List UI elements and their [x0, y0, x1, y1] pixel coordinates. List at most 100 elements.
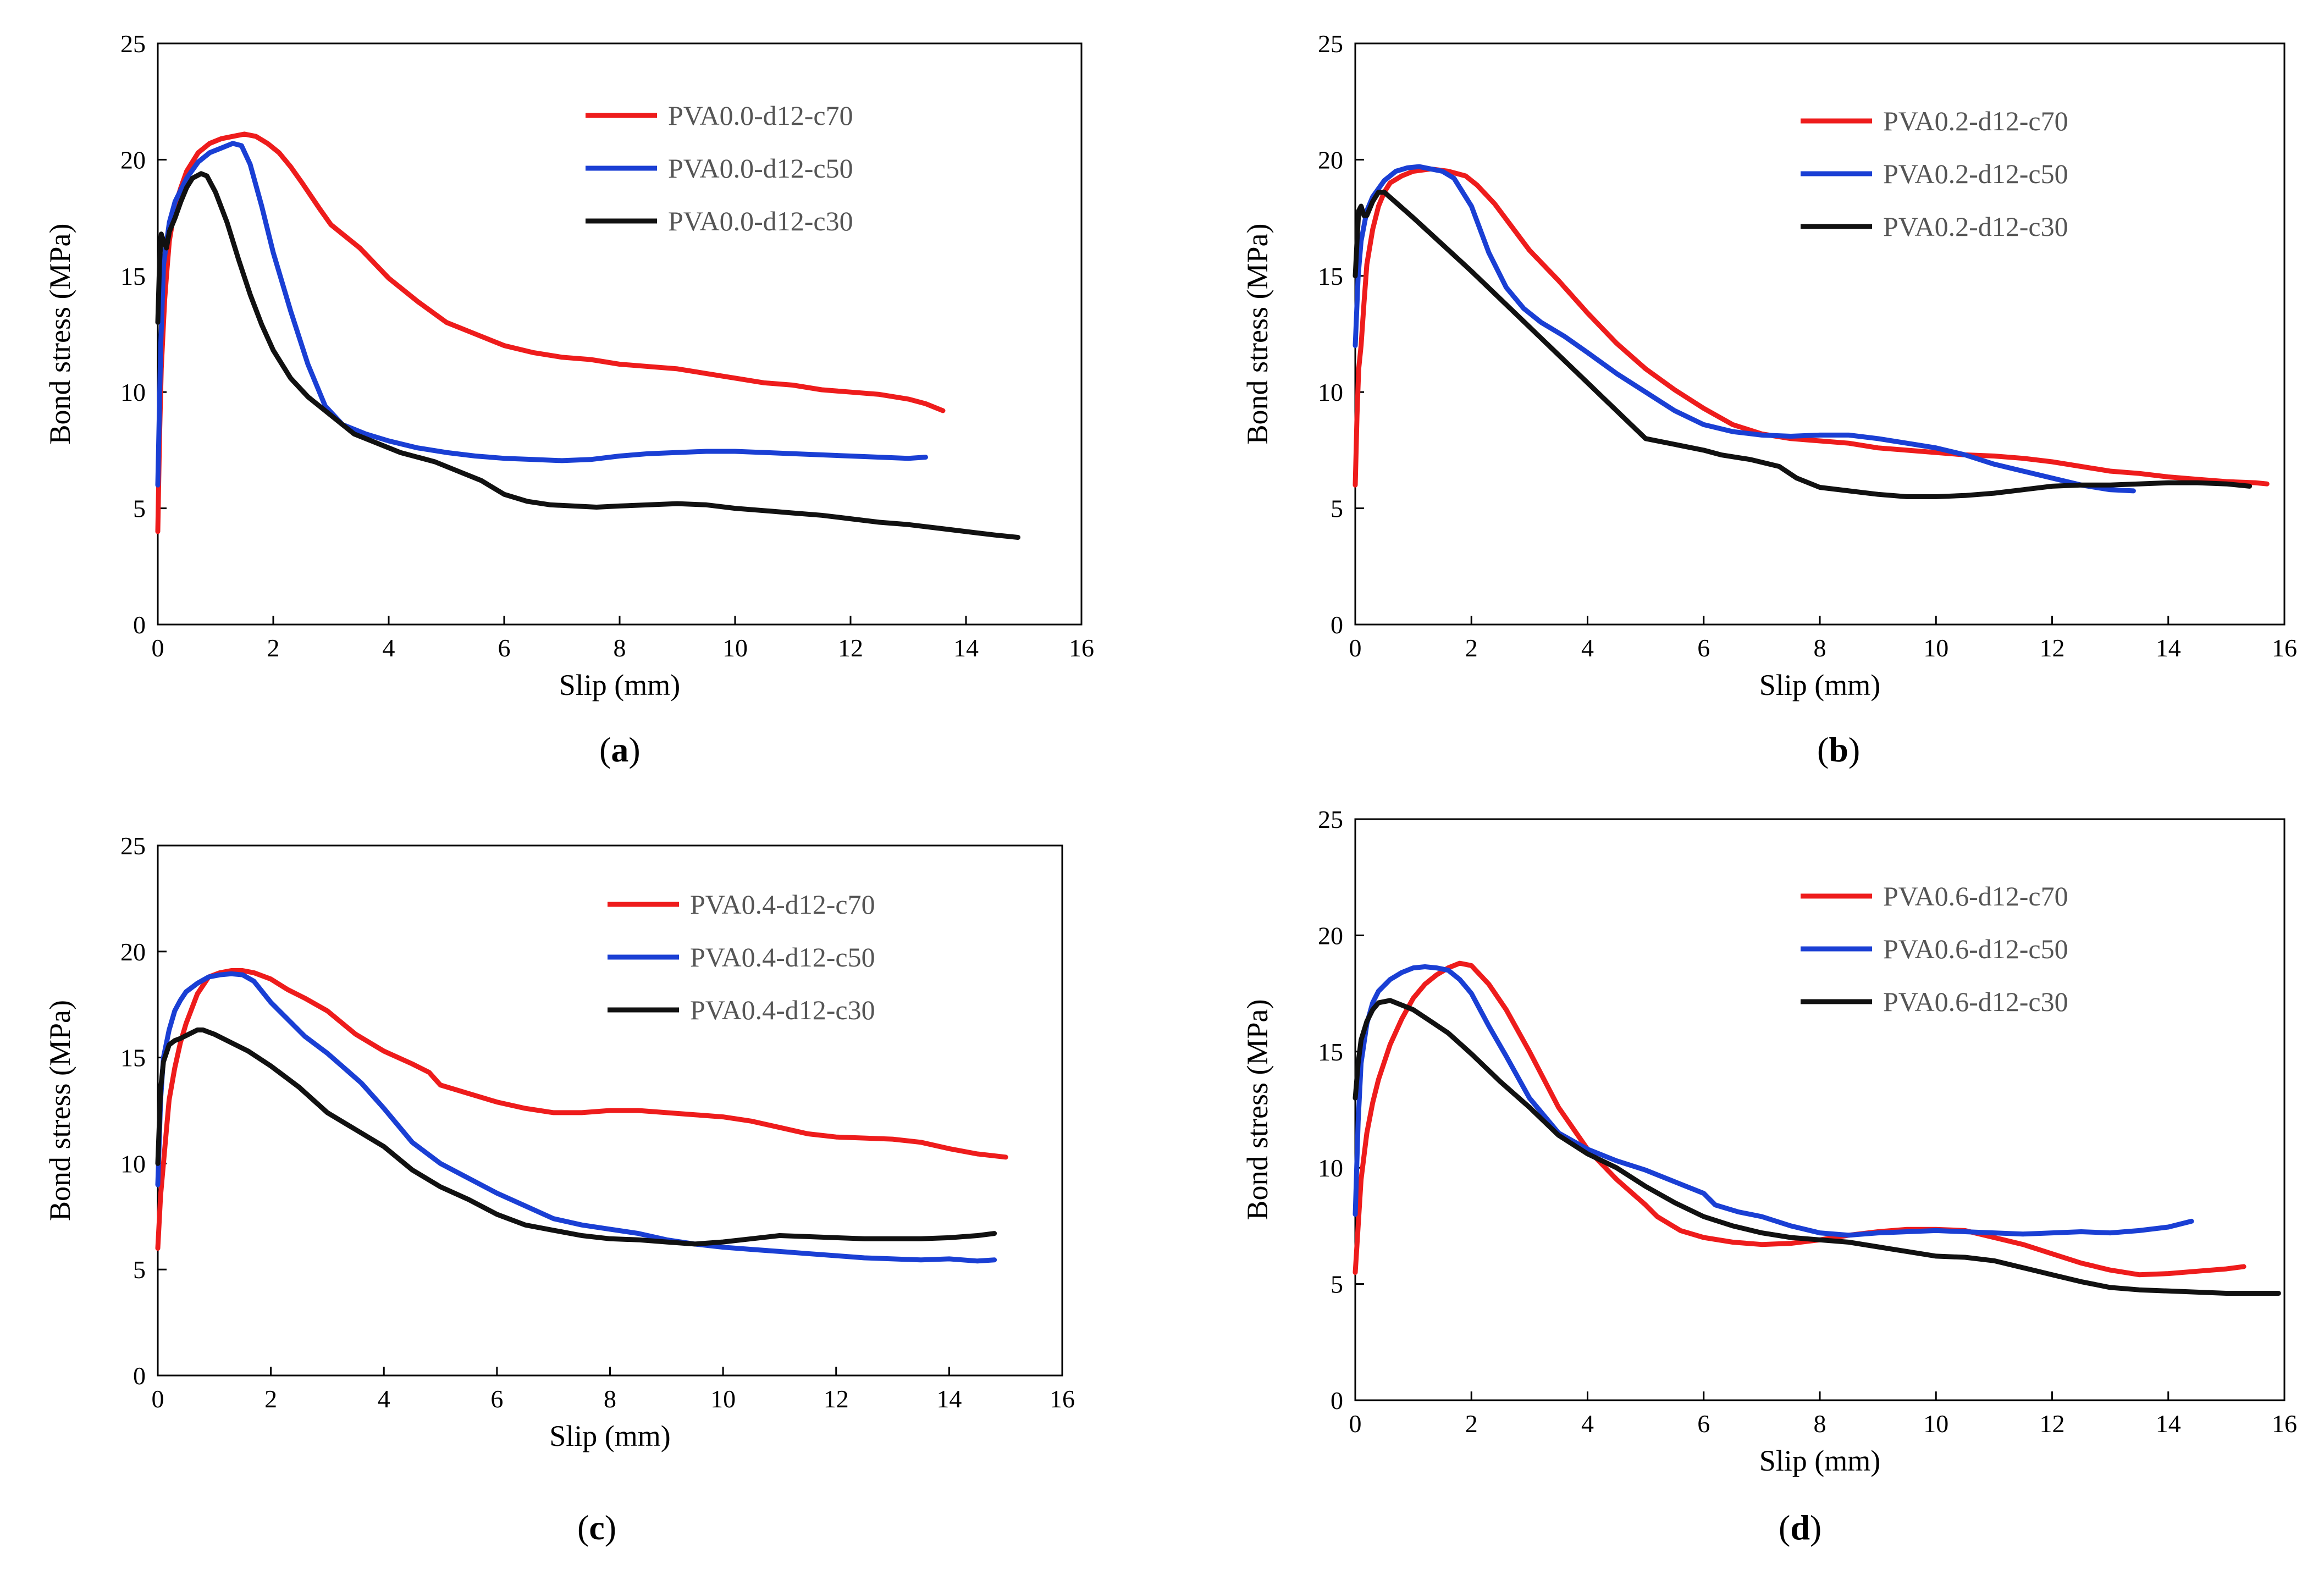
y-tick-label: 20: [120, 146, 146, 174]
x-tick-label: 2: [1465, 634, 1478, 662]
x-tick-label: 6: [498, 634, 511, 662]
y-tick-label: 10: [1318, 1154, 1343, 1182]
legend-entry: PVA0.0-d12-c70: [668, 100, 853, 131]
y-tick-label: 5: [1331, 1270, 1343, 1299]
legend-entry: PVA0.4-d12-c30: [690, 995, 875, 1025]
x-tick-label: 4: [378, 1385, 390, 1413]
y-tick-label: 20: [120, 938, 146, 966]
panel-label: (a): [599, 730, 641, 769]
chart-panel-c: 0 2 4 6 8 10 12 14 16 0 5 10 15 20 25 Slip (mm) Bond str…: [43, 832, 1075, 1547]
x-tick-label: 2: [264, 1385, 277, 1413]
x-tick-label: 4: [383, 634, 395, 662]
x-tick-label: 4: [1581, 1410, 1594, 1438]
series-line-PVA0.2-d12-c50: [1353, 164, 2136, 494]
series-line-PVA0.0-d12-c50: [155, 141, 928, 488]
series-line-PVA0.0-d12-c30: [155, 171, 1020, 540]
x-axis-label: Slip (mm): [559, 669, 681, 701]
y-tick-label: 25: [1318, 30, 1343, 58]
y-tick-label: 5: [133, 495, 146, 523]
legend-entry: PVA0.6-d12-c70: [1883, 881, 2068, 911]
y-tick-label: 25: [120, 30, 146, 58]
legend-entry: PVA0.6-d12-c30: [1883, 986, 2068, 1017]
x-tick-label: 10: [1923, 634, 1948, 662]
x-tick-label: 10: [722, 634, 748, 662]
chart-panel-a: 0 2 4 6 8 10 12 14 16 0 5 10 15 20 25 Slip (mm) Bond str…: [43, 30, 1094, 769]
x-tick-label: 8: [1814, 1410, 1826, 1438]
series-line-PVA0.4-d12-c30: [155, 1027, 997, 1247]
legend-entry: PVA0.0-d12-c50: [668, 153, 853, 184]
legend-entry: PVA0.0-d12-c30: [668, 206, 853, 236]
x-tick-label: 0: [152, 634, 164, 662]
x-tick-label: 2: [1465, 1410, 1478, 1438]
y-tick-label: 15: [120, 1044, 146, 1072]
legend-entry: PVA0.4-d12-c50: [690, 942, 875, 973]
y-tick-label: 0: [1331, 1386, 1343, 1415]
x-tick-label: 0: [1349, 634, 1362, 662]
y-tick-label: 20: [1318, 146, 1343, 174]
series-line-PVA0.4-d12-c70: [155, 968, 1008, 1251]
x-tick-label: 0: [152, 1385, 164, 1413]
y-tick-label: 15: [1318, 1038, 1343, 1066]
x-axis-label: Slip (mm): [1759, 669, 1881, 701]
y-tick-label: 5: [1331, 495, 1343, 523]
series-line-PVA0.2-d12-c30: [1353, 190, 2253, 499]
panel-label: (d): [1779, 1508, 1821, 1547]
y-tick-label: 10: [120, 378, 146, 406]
y-tick-label: 15: [1318, 262, 1343, 290]
y-tick-label: 15: [120, 262, 146, 290]
x-tick-label: 2: [267, 634, 280, 662]
x-tick-label: 6: [1697, 1410, 1710, 1438]
x-tick-label: 0: [1349, 1410, 1362, 1438]
x-tick-label: 8: [614, 634, 626, 662]
series-line-PVA0.6-d12-c30: [1353, 998, 2281, 1296]
x-tick-label: 4: [1581, 634, 1594, 662]
x-tick-label: 14: [2156, 1410, 2181, 1438]
y-tick-label: 10: [1318, 378, 1343, 406]
legend-entry: PVA0.4-d12-c70: [690, 889, 875, 920]
series-line-PVA0.6-d12-c50: [1353, 964, 2194, 1238]
y-tick-label: 5: [133, 1256, 146, 1284]
y-tick-label: 0: [1331, 611, 1343, 639]
x-tick-label: 12: [824, 1385, 849, 1413]
x-tick-label: 8: [1814, 634, 1826, 662]
x-tick-label: 10: [710, 1385, 736, 1413]
x-tick-label: 16: [2272, 634, 2297, 662]
x-tick-label: 14: [936, 1385, 962, 1413]
legend-entry: PVA0.2-d12-c50: [1883, 158, 2068, 189]
chart-panel-d: 0 2 4 6 8 10 12 14 16 0 5 10 15 20 25 Slip (mm) Bond str…: [1241, 805, 2297, 1547]
x-tick-label: 12: [2040, 634, 2065, 662]
y-tick-label: 25: [1318, 805, 1343, 833]
panel-label: (c): [577, 1508, 616, 1547]
x-axis-label: Slip (mm): [1759, 1444, 1881, 1477]
y-axis-label: Bond stress (MPa): [1241, 999, 1274, 1220]
series-line-PVA0.6-d12-c70: [1353, 960, 2246, 1278]
y-tick-label: 10: [120, 1150, 146, 1178]
series-line-PVA0.4-d12-c50: [155, 971, 997, 1264]
y-axis-label: Bond stress (MPa): [1241, 224, 1274, 445]
series-line-PVA0.2-d12-c70: [1353, 166, 2270, 488]
x-tick-label: 6: [490, 1385, 503, 1413]
y-tick-label: 20: [1318, 921, 1343, 949]
x-tick-label: 8: [604, 1385, 616, 1413]
x-tick-label: 12: [838, 634, 863, 662]
legend-entry: PVA0.6-d12-c50: [1883, 933, 2068, 964]
x-tick-label: 12: [2040, 1410, 2065, 1438]
x-tick-label: 16: [1050, 1385, 1075, 1413]
x-tick-label: 6: [1697, 634, 1710, 662]
y-tick-label: 0: [133, 1362, 146, 1390]
y-tick-label: 0: [133, 611, 146, 639]
y-axis-label: Bond stress (MPa): [43, 1000, 76, 1221]
x-tick-label: 14: [2156, 634, 2181, 662]
y-axis-label: Bond stress (MPa): [43, 224, 76, 445]
legend-entry: PVA0.2-d12-c30: [1883, 211, 2068, 242]
x-axis-label: Slip (mm): [549, 1419, 671, 1452]
y-tick-label: 25: [120, 832, 146, 860]
panel-label: (b): [1817, 730, 1860, 769]
x-tick-label: 14: [953, 634, 979, 662]
x-tick-label: 16: [2272, 1410, 2297, 1438]
x-tick-label: 10: [1923, 1410, 1948, 1438]
chart-panel-b: 0 2 4 6 8 10 12 14 16 0 5 10 15 20 25 Slip (mm) Bond str…: [1241, 30, 2297, 769]
legend-entry: PVA0.2-d12-c70: [1883, 106, 2068, 136]
